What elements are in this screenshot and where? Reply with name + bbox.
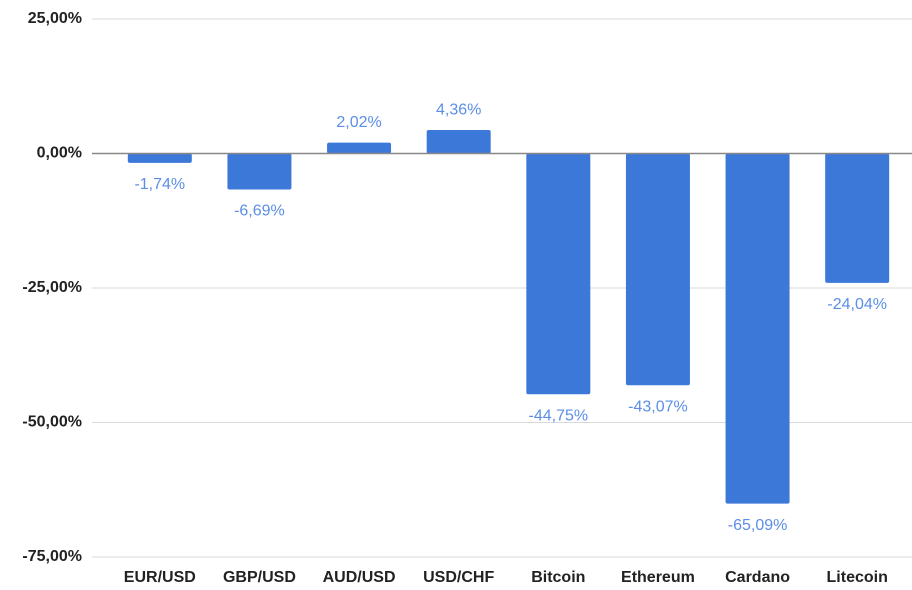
x-tick-label: USD/CHF bbox=[423, 569, 494, 586]
data-label: -43,07% bbox=[628, 398, 688, 415]
bar bbox=[725, 153, 790, 504]
x-tick-label: Ethereum bbox=[621, 569, 695, 586]
bar bbox=[526, 153, 591, 395]
bar bbox=[227, 153, 292, 190]
bar bbox=[327, 142, 392, 154]
x-tick-label: GBP/USD bbox=[223, 569, 296, 586]
data-label: -24,04% bbox=[827, 296, 887, 313]
y-tick-label: 0,00% bbox=[37, 145, 82, 162]
y-tick-label: -25,00% bbox=[22, 279, 82, 296]
y-tick-label: -75,00% bbox=[22, 548, 82, 565]
y-tick-label: 25,00% bbox=[28, 10, 82, 27]
data-label: -65,09% bbox=[728, 517, 788, 534]
bar bbox=[625, 153, 690, 386]
data-label: 2,02% bbox=[336, 114, 381, 131]
x-tick-label: Bitcoin bbox=[531, 569, 585, 586]
data-label: -44,75% bbox=[529, 407, 589, 424]
bar bbox=[426, 130, 491, 154]
data-label: -6,69% bbox=[234, 203, 285, 220]
bar bbox=[825, 153, 890, 283]
data-label: -1,74% bbox=[134, 176, 185, 193]
x-tick-label: Litecoin bbox=[827, 569, 888, 586]
data-label: 4,36% bbox=[436, 101, 481, 118]
x-tick-label: AUD/USD bbox=[323, 569, 396, 586]
x-tick-label: Cardano bbox=[725, 569, 790, 586]
x-tick-label: EUR/USD bbox=[124, 569, 196, 586]
bar bbox=[127, 153, 192, 163]
y-tick-label: -50,00% bbox=[22, 414, 82, 431]
